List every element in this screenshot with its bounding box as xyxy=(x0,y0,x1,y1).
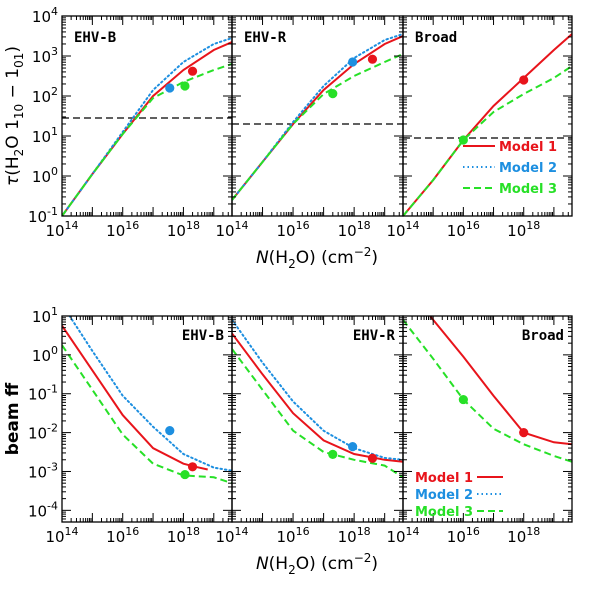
x-axis-title: N(H2O) (cm−2) xyxy=(256,245,378,271)
marker-model-2 xyxy=(348,441,358,452)
series-model-1 xyxy=(62,41,232,216)
panel-label: Broad xyxy=(522,328,564,344)
x-tick-label: 1016 xyxy=(277,525,310,546)
marker-model-1 xyxy=(519,428,529,438)
panel-label: Broad xyxy=(415,30,457,46)
marker-model-1 xyxy=(187,462,198,472)
series-model-3 xyxy=(62,344,232,485)
marker-model-2 xyxy=(165,83,175,93)
x-tick-label: 1018 xyxy=(338,219,371,240)
marker-model-3 xyxy=(458,394,468,405)
panel-row2-ehv-r: 1014 1016 1018 EHV-R xyxy=(215,315,404,546)
x-tick-label: 1018 xyxy=(507,525,540,546)
y-tick-label: 10-4 xyxy=(28,499,58,520)
x-tick-label: 1014 xyxy=(386,525,419,546)
panel-frame xyxy=(231,315,404,523)
x-tick-label: 1018 xyxy=(167,525,200,546)
marker-model-3 xyxy=(328,89,338,99)
legend-label: Model 3 xyxy=(499,182,557,197)
y-tick-label: 102 xyxy=(32,85,58,106)
x-tick-label: 1014 xyxy=(45,219,78,240)
series-model-2 xyxy=(62,37,232,216)
legend-label: Model 2 xyxy=(499,161,557,176)
marker-model-3 xyxy=(328,449,338,459)
panel-row1-ehv-r: 1014 1016 1018 EHV-R xyxy=(215,15,404,240)
legend: Model 1 Model 2 Model 3 xyxy=(415,471,503,520)
panel-frame xyxy=(61,315,233,523)
y-tick-label: 100 xyxy=(32,344,58,365)
y-tick-label: 10-1 xyxy=(28,383,58,404)
marker-model-3 xyxy=(458,135,468,145)
x-tick-label: 1016 xyxy=(106,525,139,546)
x-tick-label: 1016 xyxy=(277,219,310,240)
series-model-2 xyxy=(232,318,403,461)
marker-model-1 xyxy=(187,66,198,76)
x-tick-label: 1014 xyxy=(45,525,78,546)
series-model-3 xyxy=(403,319,572,463)
y-tick-label: 10-2 xyxy=(28,422,58,443)
legend-label: Model 3 xyxy=(415,505,473,520)
panel-row2-ehv-b: 1014 1016 1018 10-4 10-3 10-2 10-1 100 101 EHV-B xyxy=(28,305,233,546)
marker-model-2 xyxy=(165,426,175,436)
series-model-2 xyxy=(68,316,232,472)
marker-model-1 xyxy=(367,54,378,64)
panel-label: EHV-R xyxy=(244,30,287,46)
series-model-3 xyxy=(232,53,403,201)
panel-row1-broad: 1014 1016 1018 Broad Model 1 Model 2 Model 3 xyxy=(386,15,573,240)
legend-label: Model 1 xyxy=(415,471,473,486)
x-tick-label: 1014 xyxy=(215,525,248,546)
marker-model-1 xyxy=(367,453,378,463)
y-tick-label: 104 xyxy=(32,5,58,26)
series-model-1 xyxy=(232,35,403,201)
panel-frame xyxy=(402,15,573,217)
series-model-1 xyxy=(232,332,403,463)
panel-label: EHV-B xyxy=(74,30,116,46)
legend-label: Model 2 xyxy=(415,488,473,503)
chart-beam-filling: 1014 1016 101810-410-310-210-1100101EHV-B1… xyxy=(3,305,573,577)
panel-frame xyxy=(231,15,404,217)
series-model-3 xyxy=(403,65,572,216)
y-tick-label: 100 xyxy=(32,165,58,186)
chart-optical-depth: 1014 1016 101810-1100101102103104EHV-B1014… xyxy=(3,5,573,271)
x-tick-label: 1016 xyxy=(447,525,480,546)
series-model-3 xyxy=(232,348,403,479)
x-tick-label: 1018 xyxy=(167,219,200,240)
x-axis-title: N(H2O) (cm−2) xyxy=(256,551,378,577)
marker-model-1 xyxy=(519,75,529,85)
panel-label: EHV-R xyxy=(353,328,396,344)
legend-label: Model 1 xyxy=(499,140,557,155)
y-tick-label: 103 xyxy=(32,45,58,66)
y-tick-label: 10-3 xyxy=(28,460,58,481)
x-tick-label: 1018 xyxy=(507,219,540,240)
series-model-2 xyxy=(232,33,403,201)
marker-model-3 xyxy=(180,81,190,91)
y-tick-label: 10-1 xyxy=(28,205,58,226)
series-model-1 xyxy=(428,316,572,446)
x-tick-label: 1016 xyxy=(106,219,139,240)
series-model-3 xyxy=(62,63,232,216)
marker-model-3 xyxy=(180,469,190,480)
y-axis-title: τ(H2O 110 − 101) xyxy=(3,46,26,186)
panel-row1-ehv-b: 1014 1016 1018 10-1 100 101 102 103 104 EHV-B xyxy=(28,5,233,240)
panel-label: EHV-B xyxy=(182,328,224,344)
panel-row2-broad: 1014 1016 1018 Broad Model 1 Model 2 Model 3 xyxy=(386,315,573,546)
x-tick-label: 1016 xyxy=(447,219,480,240)
series-model-1 xyxy=(62,325,208,471)
x-tick-label: 1014 xyxy=(215,219,248,240)
y-axis-title: beam ff xyxy=(3,382,23,455)
marker-model-2 xyxy=(348,57,358,67)
y-tick-label: 101 xyxy=(32,305,58,326)
panel-frame xyxy=(402,315,573,523)
x-tick-label: 1014 xyxy=(386,219,419,240)
panel-frame xyxy=(61,15,233,217)
legend: Model 1 Model 2 Model 3 xyxy=(463,140,557,197)
x-tick-label: 1018 xyxy=(338,525,371,546)
y-tick-label: 101 xyxy=(32,125,58,146)
